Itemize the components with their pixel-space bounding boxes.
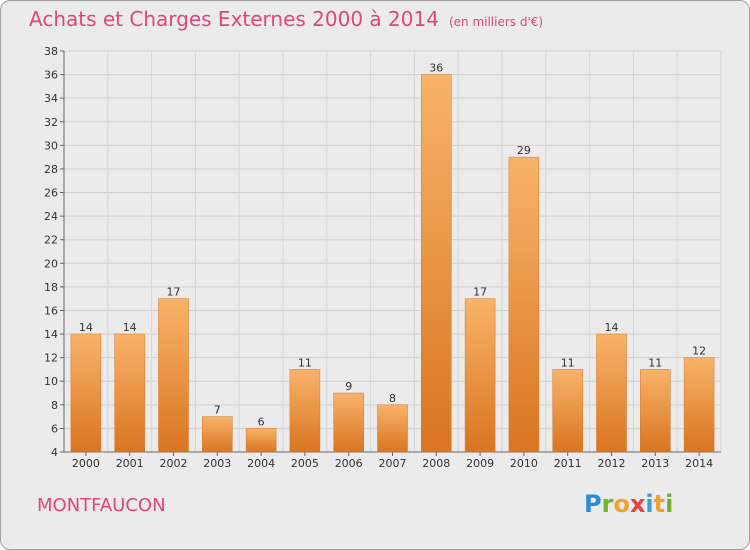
bar-value-label: 11 — [561, 356, 575, 369]
bar-value-label: 14 — [605, 321, 619, 334]
y-tick-label: 38 — [44, 45, 58, 58]
logo-letter: o — [613, 490, 630, 518]
bar-value-label: 11 — [648, 356, 662, 369]
y-tick-label: 20 — [44, 257, 58, 270]
bar-value-label: 17 — [167, 286, 181, 299]
bar-2007 — [377, 404, 408, 453]
y-tick-label: 14 — [44, 328, 58, 341]
y-tick-label: 32 — [44, 116, 58, 129]
logo-letter: t — [653, 490, 666, 518]
bar-2004 — [245, 428, 277, 453]
y-tick-label: 26 — [44, 187, 58, 200]
bar-2002 — [158, 298, 189, 453]
bar-value-label: 12 — [692, 345, 706, 358]
bar-2009 — [464, 298, 496, 453]
y-tick-label: 28 — [44, 163, 58, 176]
y-tick-label: 18 — [44, 281, 58, 294]
bar-value-label: 36 — [429, 62, 443, 75]
bar-value-label: 9 — [345, 380, 352, 393]
proxiti-logo: Proxiti — [584, 490, 673, 518]
x-tick-label: 2004 — [247, 457, 275, 470]
y-tick-label: 34 — [44, 92, 58, 105]
x-tick-label: 2002 — [160, 457, 188, 470]
bar-2014 — [683, 357, 715, 453]
x-tick-label: 2000 — [72, 457, 100, 470]
x-tick-label: 2003 — [203, 457, 231, 470]
logo-letter: i — [665, 490, 674, 518]
y-tick-label: 22 — [44, 234, 58, 247]
y-tick-label: 8 — [51, 399, 58, 412]
bar-2010 — [508, 156, 540, 453]
logo-letter: r — [601, 490, 614, 518]
bar-value-label: 14 — [123, 321, 137, 334]
x-tick-label: 2009 — [466, 457, 494, 470]
logo-letter: i — [645, 490, 654, 518]
bar-2011 — [552, 369, 583, 453]
chart-title: Achats et Charges Externes 2000 à 2014 (e… — [29, 7, 543, 31]
logo-letter: x — [629, 490, 646, 518]
bar-value-label: 14 — [79, 321, 93, 334]
x-tick-label: 2005 — [291, 457, 319, 470]
bar-value-label: 29 — [517, 144, 531, 157]
x-tick-label: 2014 — [685, 457, 713, 470]
y-tick-label: 4 — [51, 446, 58, 459]
y-tick-label: 12 — [44, 352, 58, 365]
bar-value-label: 8 — [389, 392, 396, 405]
logo-letter: P — [584, 490, 602, 518]
x-tick-label: 2010 — [510, 457, 538, 470]
bar-value-label: 7 — [214, 404, 221, 417]
x-tick-label: 2013 — [641, 457, 669, 470]
commune-name: MONTFAUCON — [37, 495, 166, 516]
x-tick-label: 2008 — [422, 457, 450, 470]
bar-2013 — [640, 369, 671, 453]
y-tick-label: 36 — [44, 69, 58, 82]
x-tick-label: 2012 — [598, 457, 626, 470]
bar-value-label: 6 — [258, 415, 265, 428]
title-unit: (en milliers d'€) — [448, 15, 544, 29]
bar-2012 — [596, 333, 627, 453]
y-tick-label: 16 — [44, 304, 58, 317]
bar-value-label: 17 — [473, 286, 487, 299]
title-text: Achats et Charges Externes 2000 à 2014 — [29, 7, 439, 31]
x-tick-label: 2006 — [335, 457, 363, 470]
y-tick-label: 10 — [44, 375, 58, 388]
bar-2000 — [70, 333, 102, 453]
bar-2008 — [421, 74, 452, 453]
y-tick-label: 24 — [44, 210, 58, 223]
bar-2005 — [289, 369, 321, 453]
bar-2006 — [333, 392, 364, 453]
y-tick-label: 6 — [51, 422, 58, 435]
y-tick-label: 30 — [44, 139, 58, 152]
bar-2003 — [202, 416, 233, 453]
bar-value-label: 11 — [298, 356, 312, 369]
x-tick-label: 2007 — [379, 457, 407, 470]
x-tick-label: 2001 — [116, 457, 144, 470]
bar-2001 — [114, 333, 145, 453]
x-tick-label: 2011 — [554, 457, 582, 470]
